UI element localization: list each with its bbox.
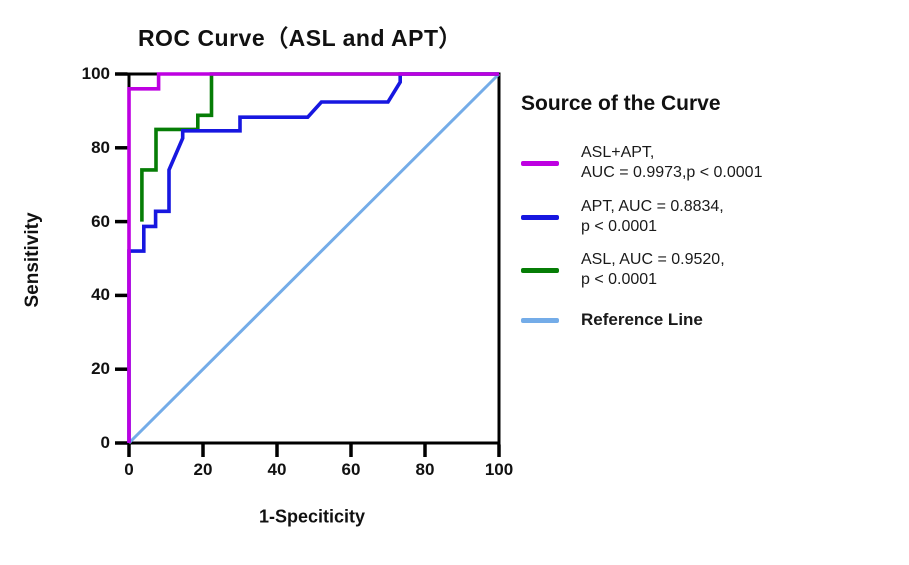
legend-item-line: p < 0.0001: [581, 271, 658, 288]
y-tick-label: 20: [91, 359, 110, 379]
x-tick-label: 20: [193, 460, 213, 479]
reference-line: [127, 72, 501, 445]
y-tick-label: 40: [91, 285, 110, 305]
chart-title: ROC Curve（ASL and APT）: [137, 25, 463, 51]
legend-item-line: ASL, AUC = 0.9520,: [581, 251, 725, 268]
legend-item-label: Reference Line: [581, 310, 703, 330]
y-tick-label: 100: [81, 64, 110, 83]
x-tick-label: 0: [124, 460, 134, 479]
asl-curve: [140, 72, 499, 222]
apt-swatch: [521, 214, 559, 220]
x-tick-label: 80: [415, 460, 435, 479]
legend-item-line: AUC = 0.9973,p < 0.0001: [581, 164, 763, 181]
x-tick-label: 40: [267, 460, 287, 479]
x-tick-label: 60: [341, 460, 361, 479]
asl-apt-swatch: [521, 160, 559, 166]
legend-item-label: ASL+APT, AUC = 0.9973,p < 0.0001: [581, 143, 762, 183]
y-tick-label: 0: [100, 433, 110, 452]
x-tick-label: 100: [484, 460, 514, 479]
asl-swatch: [521, 267, 559, 273]
legend-item-line: Reference Line: [581, 310, 703, 329]
legend-item-reference-line: Reference Line: [521, 310, 703, 330]
legend-item-asl-apt: ASL+APT, AUC = 0.9973,p < 0.0001: [521, 143, 762, 183]
reference-line-swatch: [521, 317, 559, 323]
y-tick-label: 80: [91, 137, 110, 157]
legend-item-label: ASL, AUC = 0.9520, p < 0.0001: [581, 250, 725, 290]
legend-item-label: APT, AUC = 0.8834, p < 0.0001: [581, 197, 724, 237]
legend-item-line: p < 0.0001: [581, 218, 658, 235]
apt-curve: [127, 72, 499, 443]
legend-item-line: ASL+APT,: [581, 144, 655, 161]
legend-item-apt: APT, AUC = 0.8834, p < 0.0001: [521, 197, 724, 237]
asl-apt-curve: [127, 72, 499, 443]
legend-title: Source of the Curve: [521, 92, 721, 115]
legend-item-asl: ASL, AUC = 0.9520, p < 0.0001: [521, 250, 725, 290]
y-tick-label: 60: [91, 211, 110, 231]
legend-item-line: APT, AUC = 0.8834,: [581, 198, 724, 215]
x-axis-title: 1-Speciticity: [258, 506, 366, 527]
